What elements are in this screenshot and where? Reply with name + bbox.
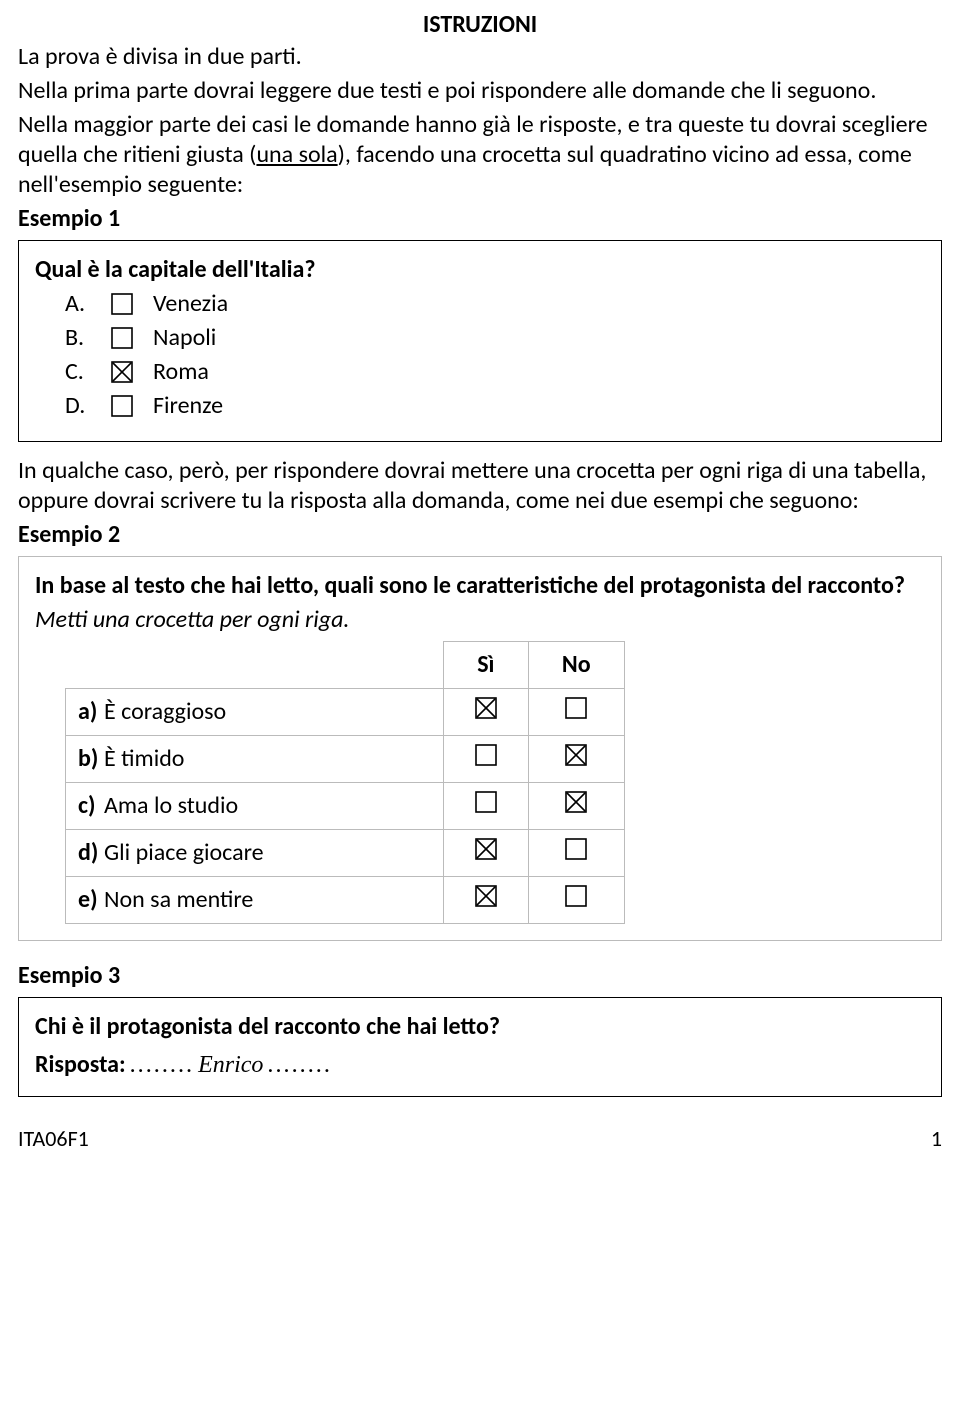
answer-label: Risposta: — [35, 1050, 126, 1080]
example-1-label: Esempio 1 — [18, 204, 942, 234]
mid-paragraph: In qualche caso, però, per rispondere do… — [18, 456, 942, 516]
checkbox-icon[interactable] — [565, 885, 587, 907]
checkbox-icon[interactable] — [111, 293, 133, 315]
checkbox-icon[interactable] — [565, 838, 587, 860]
checkbox-icon[interactable] — [475, 744, 497, 766]
mc-text: Firenze — [153, 391, 223, 421]
table-header-yes: Sì — [444, 642, 528, 689]
mc-option[interactable]: D. Firenze — [65, 391, 925, 421]
mc-text: Venezia — [153, 289, 228, 319]
intro-line-1: La prova è divisa in due parti. — [18, 42, 942, 72]
checkbox-icon[interactable] — [111, 327, 133, 349]
mc-option[interactable]: B. Napoli — [65, 323, 925, 353]
mc-letter: A. — [65, 289, 91, 319]
checkbox-icon[interactable] — [475, 791, 497, 813]
dots-before: ........ — [130, 1050, 194, 1080]
row-yes[interactable] — [444, 830, 528, 877]
mc-option[interactable]: C. Roma — [65, 357, 925, 387]
table-header-empty — [66, 642, 444, 689]
example-2-instr: Metti una crocetta per ogni riga. — [35, 605, 925, 635]
example-2-question: In base al testo che hai letto, quali so… — [35, 571, 925, 601]
mc-letter: C. — [65, 357, 91, 387]
checkbox-icon[interactable] — [475, 697, 497, 719]
example-2-table: Sì No a)È coraggioso b)È timido — [65, 641, 625, 924]
example-3-question: Chi è il protagonista del racconto che h… — [35, 1012, 925, 1042]
table-row: c)Ama lo studio — [66, 783, 625, 830]
row-no[interactable] — [528, 689, 624, 736]
answer-value: Enrico — [198, 1050, 263, 1080]
table-row: d)Gli piace giocare — [66, 830, 625, 877]
checkbox-icon[interactable] — [111, 395, 133, 417]
example-3-label: Esempio 3 — [18, 961, 942, 991]
row-no[interactable] — [528, 830, 624, 877]
example-2-label: Esempio 2 — [18, 520, 942, 550]
checkbox-icon[interactable] — [565, 697, 587, 719]
page-title: ISTRUZIONI — [18, 10, 942, 40]
row-label: a)È coraggioso — [66, 689, 444, 736]
intro-line-2: Nella prima parte dovrai leggere due tes… — [18, 76, 942, 106]
example-2-box: In base al testo che hai letto, quali so… — [18, 556, 942, 941]
row-no[interactable] — [528, 736, 624, 783]
mc-letter: B. — [65, 323, 91, 353]
mc-option[interactable]: A. Venezia — [65, 289, 925, 319]
intro-para-2-under: una sola — [256, 140, 337, 169]
row-no[interactable] — [528, 783, 624, 830]
dots-after: ........ — [267, 1050, 331, 1080]
table-header-no: No — [528, 642, 624, 689]
example-3-box: Chi è il protagonista del racconto che h… — [18, 997, 942, 1097]
row-label: c)Ama lo studio — [66, 783, 444, 830]
mc-letter: D. — [65, 391, 91, 421]
table-row: b)È timido — [66, 736, 625, 783]
example-1-question: Qual è la capitale dell'Italia? — [35, 255, 925, 285]
row-yes[interactable] — [444, 783, 528, 830]
checkbox-icon[interactable] — [475, 838, 497, 860]
intro-para-2: Nella maggior parte dei casi le domande … — [18, 110, 942, 200]
row-label: e)Non sa mentire — [66, 877, 444, 924]
checkbox-icon[interactable] — [475, 885, 497, 907]
footer-left: ITA06F1 — [18, 1125, 89, 1153]
row-no[interactable] — [528, 877, 624, 924]
checkbox-icon[interactable] — [111, 361, 133, 383]
checkbox-icon[interactable] — [565, 791, 587, 813]
row-label: d)Gli piace giocare — [66, 830, 444, 877]
mc-text: Roma — [153, 357, 209, 387]
example-1-box: Qual è la capitale dell'Italia? A. Venez… — [18, 240, 942, 442]
table-row: e)Non sa mentire — [66, 877, 625, 924]
checkbox-icon[interactable] — [565, 744, 587, 766]
mc-text: Napoli — [153, 323, 216, 353]
row-yes[interactable] — [444, 877, 528, 924]
row-label: b)È timido — [66, 736, 444, 783]
table-row: a)È coraggioso — [66, 689, 625, 736]
footer: ITA06F1 1 — [18, 1125, 942, 1153]
row-yes[interactable] — [444, 689, 528, 736]
footer-right: 1 — [931, 1125, 942, 1153]
row-yes[interactable] — [444, 736, 528, 783]
